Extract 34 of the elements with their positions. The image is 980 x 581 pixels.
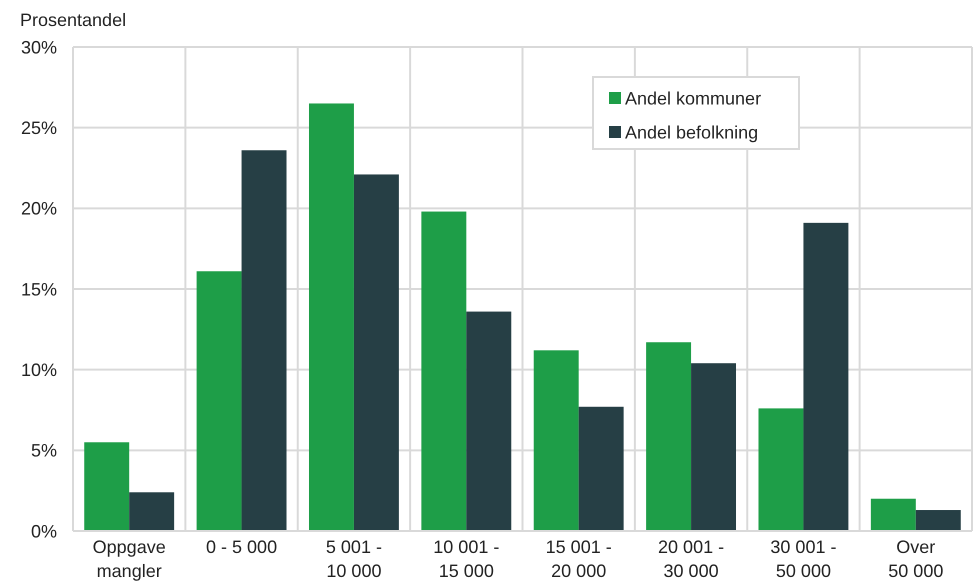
bar: [421, 212, 466, 531]
x-tick-label: 20 001 - 30 000: [658, 537, 724, 581]
y-axis-title: Prosentandel: [20, 10, 126, 30]
y-tick-label: 25%: [20, 118, 57, 138]
y-tick-label: 20%: [20, 198, 57, 219]
bar: [691, 363, 736, 531]
y-tick-label: 10%: [20, 360, 57, 380]
bar: [534, 350, 579, 531]
x-tick-label: 0 - 5 000: [206, 537, 278, 557]
y-tick-label: 15%: [20, 279, 57, 300]
bar: [354, 174, 399, 531]
bar: [758, 408, 804, 531]
bar: [646, 342, 692, 531]
bar: [129, 492, 174, 531]
bar: [84, 442, 130, 531]
legend-label: Andel kommuner: [625, 88, 762, 108]
y-tick-label: 0%: [30, 521, 57, 542]
x-tick-label: 10 001 - 15 000: [433, 537, 500, 581]
bar: [242, 150, 287, 531]
bar: [466, 312, 512, 531]
x-tick-label: Oppgave mangler: [92, 537, 166, 581]
legend-label: Andel befolkning: [625, 122, 758, 142]
x-tick-label: 15 001 - 20 000: [546, 537, 612, 581]
y-tick-label: 30%: [20, 37, 57, 58]
bar: [916, 510, 961, 531]
bar: [870, 498, 916, 531]
x-tick-label: 5 001 - 10 000: [326, 537, 382, 581]
x-tick-label: Over 50 000: [888, 537, 944, 581]
bar: [196, 271, 242, 531]
bar: [803, 222, 848, 531]
x-tick-label: 30 001 - 50 000: [770, 537, 836, 581]
bar: [578, 406, 624, 531]
y-tick-label: 5%: [30, 440, 57, 461]
bar: [308, 103, 354, 531]
